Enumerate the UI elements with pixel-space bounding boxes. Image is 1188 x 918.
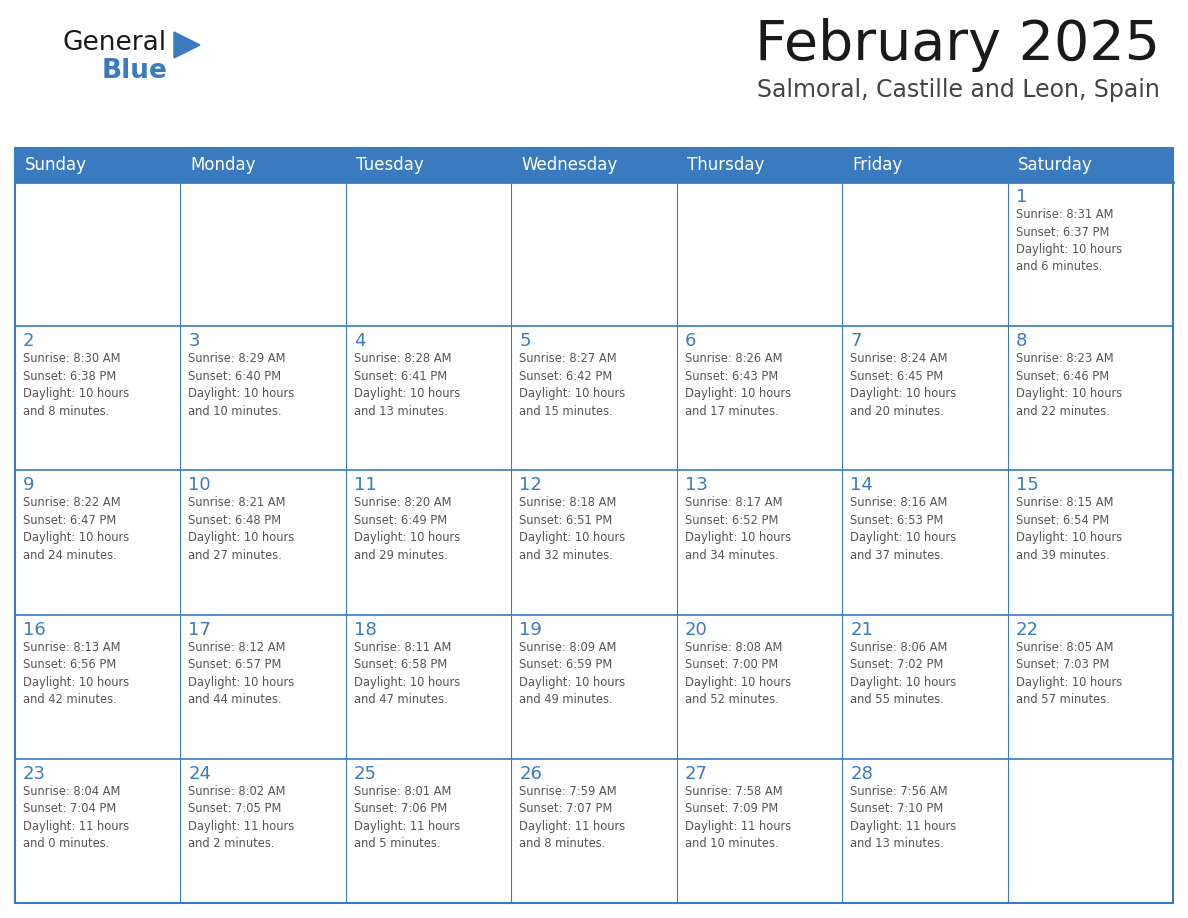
Text: 14: 14 — [851, 476, 873, 495]
Text: Saturday: Saturday — [1018, 156, 1092, 174]
Text: 16: 16 — [23, 621, 46, 639]
Text: Sunrise: 8:29 AM
Sunset: 6:40 PM
Daylight: 10 hours
and 10 minutes.: Sunrise: 8:29 AM Sunset: 6:40 PM Dayligh… — [189, 353, 295, 418]
Text: 22: 22 — [1016, 621, 1038, 639]
Text: Sunrise: 8:06 AM
Sunset: 7:02 PM
Daylight: 10 hours
and 55 minutes.: Sunrise: 8:06 AM Sunset: 7:02 PM Dayligh… — [851, 641, 956, 706]
Text: Sunrise: 8:09 AM
Sunset: 6:59 PM
Daylight: 10 hours
and 49 minutes.: Sunrise: 8:09 AM Sunset: 6:59 PM Dayligh… — [519, 641, 626, 706]
Text: 5: 5 — [519, 332, 531, 350]
Text: 11: 11 — [354, 476, 377, 495]
Text: 7: 7 — [851, 332, 861, 350]
Text: February 2025: February 2025 — [756, 18, 1159, 72]
Text: 19: 19 — [519, 621, 542, 639]
Text: Sunrise: 8:23 AM
Sunset: 6:46 PM
Daylight: 10 hours
and 22 minutes.: Sunrise: 8:23 AM Sunset: 6:46 PM Dayligh… — [1016, 353, 1121, 418]
Text: Wednesday: Wednesday — [522, 156, 618, 174]
Text: Sunrise: 8:20 AM
Sunset: 6:49 PM
Daylight: 10 hours
and 29 minutes.: Sunrise: 8:20 AM Sunset: 6:49 PM Dayligh… — [354, 497, 460, 562]
Text: Sunrise: 7:59 AM
Sunset: 7:07 PM
Daylight: 11 hours
and 8 minutes.: Sunrise: 7:59 AM Sunset: 7:07 PM Dayligh… — [519, 785, 626, 850]
Text: Blue: Blue — [102, 58, 168, 84]
Text: 26: 26 — [519, 765, 542, 783]
Text: Salmoral, Castille and Leon, Spain: Salmoral, Castille and Leon, Spain — [757, 78, 1159, 102]
Text: Sunrise: 8:15 AM
Sunset: 6:54 PM
Daylight: 10 hours
and 39 minutes.: Sunrise: 8:15 AM Sunset: 6:54 PM Dayligh… — [1016, 497, 1121, 562]
Text: 1: 1 — [1016, 188, 1026, 206]
Text: General: General — [62, 30, 166, 56]
Text: 9: 9 — [23, 476, 34, 495]
Text: 28: 28 — [851, 765, 873, 783]
Text: Sunrise: 8:11 AM
Sunset: 6:58 PM
Daylight: 10 hours
and 47 minutes.: Sunrise: 8:11 AM Sunset: 6:58 PM Dayligh… — [354, 641, 460, 706]
Text: Sunrise: 8:13 AM
Sunset: 6:56 PM
Daylight: 10 hours
and 42 minutes.: Sunrise: 8:13 AM Sunset: 6:56 PM Dayligh… — [23, 641, 129, 706]
Bar — [15, 148, 1173, 182]
Text: Sunday: Sunday — [25, 156, 87, 174]
Text: 12: 12 — [519, 476, 542, 495]
Text: 2: 2 — [23, 332, 34, 350]
Text: 20: 20 — [684, 621, 708, 639]
Text: 25: 25 — [354, 765, 377, 783]
Text: Sunrise: 8:08 AM
Sunset: 7:00 PM
Daylight: 10 hours
and 52 minutes.: Sunrise: 8:08 AM Sunset: 7:00 PM Dayligh… — [684, 641, 791, 706]
Text: Sunrise: 8:05 AM
Sunset: 7:03 PM
Daylight: 10 hours
and 57 minutes.: Sunrise: 8:05 AM Sunset: 7:03 PM Dayligh… — [1016, 641, 1121, 706]
Text: Tuesday: Tuesday — [356, 156, 424, 174]
Text: Sunrise: 8:28 AM
Sunset: 6:41 PM
Daylight: 10 hours
and 13 minutes.: Sunrise: 8:28 AM Sunset: 6:41 PM Dayligh… — [354, 353, 460, 418]
Text: Sunrise: 8:26 AM
Sunset: 6:43 PM
Daylight: 10 hours
and 17 minutes.: Sunrise: 8:26 AM Sunset: 6:43 PM Dayligh… — [684, 353, 791, 418]
Text: Sunrise: 8:30 AM
Sunset: 6:38 PM
Daylight: 10 hours
and 8 minutes.: Sunrise: 8:30 AM Sunset: 6:38 PM Dayligh… — [23, 353, 129, 418]
Text: Sunrise: 8:31 AM
Sunset: 6:37 PM
Daylight: 10 hours
and 6 minutes.: Sunrise: 8:31 AM Sunset: 6:37 PM Dayligh… — [1016, 208, 1121, 274]
Text: Sunrise: 8:27 AM
Sunset: 6:42 PM
Daylight: 10 hours
and 15 minutes.: Sunrise: 8:27 AM Sunset: 6:42 PM Dayligh… — [519, 353, 626, 418]
Text: 24: 24 — [189, 765, 211, 783]
Text: 17: 17 — [189, 621, 211, 639]
Text: Sunrise: 7:56 AM
Sunset: 7:10 PM
Daylight: 11 hours
and 13 minutes.: Sunrise: 7:56 AM Sunset: 7:10 PM Dayligh… — [851, 785, 956, 850]
Text: Monday: Monday — [190, 156, 255, 174]
Text: Sunrise: 8:02 AM
Sunset: 7:05 PM
Daylight: 11 hours
and 2 minutes.: Sunrise: 8:02 AM Sunset: 7:05 PM Dayligh… — [189, 785, 295, 850]
Text: 13: 13 — [684, 476, 708, 495]
Text: 6: 6 — [684, 332, 696, 350]
Text: 21: 21 — [851, 621, 873, 639]
Text: 10: 10 — [189, 476, 211, 495]
Text: Sunrise: 8:12 AM
Sunset: 6:57 PM
Daylight: 10 hours
and 44 minutes.: Sunrise: 8:12 AM Sunset: 6:57 PM Dayligh… — [189, 641, 295, 706]
Text: Sunrise: 8:01 AM
Sunset: 7:06 PM
Daylight: 11 hours
and 5 minutes.: Sunrise: 8:01 AM Sunset: 7:06 PM Dayligh… — [354, 785, 460, 850]
Text: 18: 18 — [354, 621, 377, 639]
Text: 4: 4 — [354, 332, 366, 350]
Text: Sunrise: 8:21 AM
Sunset: 6:48 PM
Daylight: 10 hours
and 27 minutes.: Sunrise: 8:21 AM Sunset: 6:48 PM Dayligh… — [189, 497, 295, 562]
Bar — [15, 148, 1173, 903]
Text: Friday: Friday — [852, 156, 903, 174]
Text: Thursday: Thursday — [687, 156, 764, 174]
Text: Sunrise: 8:16 AM
Sunset: 6:53 PM
Daylight: 10 hours
and 37 minutes.: Sunrise: 8:16 AM Sunset: 6:53 PM Dayligh… — [851, 497, 956, 562]
Text: Sunrise: 8:17 AM
Sunset: 6:52 PM
Daylight: 10 hours
and 34 minutes.: Sunrise: 8:17 AM Sunset: 6:52 PM Dayligh… — [684, 497, 791, 562]
Text: Sunrise: 7:58 AM
Sunset: 7:09 PM
Daylight: 11 hours
and 10 minutes.: Sunrise: 7:58 AM Sunset: 7:09 PM Dayligh… — [684, 785, 791, 850]
Text: 3: 3 — [189, 332, 200, 350]
Text: Sunrise: 8:24 AM
Sunset: 6:45 PM
Daylight: 10 hours
and 20 minutes.: Sunrise: 8:24 AM Sunset: 6:45 PM Dayligh… — [851, 353, 956, 418]
Polygon shape — [173, 32, 200, 58]
Text: Sunrise: 8:22 AM
Sunset: 6:47 PM
Daylight: 10 hours
and 24 minutes.: Sunrise: 8:22 AM Sunset: 6:47 PM Dayligh… — [23, 497, 129, 562]
Text: Sunrise: 8:18 AM
Sunset: 6:51 PM
Daylight: 10 hours
and 32 minutes.: Sunrise: 8:18 AM Sunset: 6:51 PM Dayligh… — [519, 497, 626, 562]
Text: Sunrise: 8:04 AM
Sunset: 7:04 PM
Daylight: 11 hours
and 0 minutes.: Sunrise: 8:04 AM Sunset: 7:04 PM Dayligh… — [23, 785, 129, 850]
Text: 8: 8 — [1016, 332, 1026, 350]
Text: 15: 15 — [1016, 476, 1038, 495]
Text: 23: 23 — [23, 765, 46, 783]
Text: 27: 27 — [684, 765, 708, 783]
